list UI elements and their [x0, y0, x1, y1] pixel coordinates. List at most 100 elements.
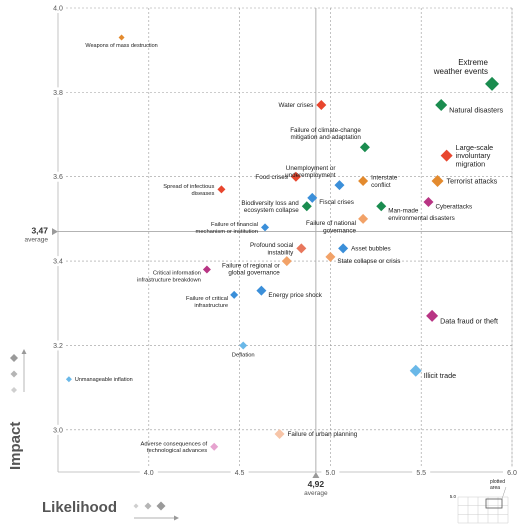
data-point-label-line: Failure of critical	[186, 296, 228, 302]
x-tick-label: 5.0	[326, 470, 336, 477]
data-point-marker	[338, 243, 349, 254]
axis-titles: Impact Likelihood	[7, 349, 179, 521]
data-point-label-line: ecosystem collapse	[244, 207, 299, 214]
data-point-label-line: conflict	[371, 182, 391, 189]
data-point-label: Interstate conflict	[371, 175, 398, 189]
x-average-label: average	[304, 490, 328, 497]
data-point-label-line: Failure of financial	[211, 222, 258, 228]
data-point-label-line: involuntary	[456, 151, 491, 160]
data-point-label-line: Failure of regional or	[222, 262, 280, 269]
data-point-label-line: Failure of urban planning	[288, 431, 358, 438]
data-point-marker	[431, 174, 444, 187]
y-axis-title: Impact	[7, 422, 24, 470]
data-point-label: Extreme weather events	[433, 58, 489, 76]
data-point-marker	[230, 290, 239, 299]
data-point-label-line: global governance	[228, 270, 280, 277]
data-point-label-line: infrastructure	[194, 303, 228, 309]
data-point-label-line: Asset bubbles	[351, 246, 391, 253]
data-point-label-line: migration	[456, 159, 486, 168]
y-tick-label: 3.6	[53, 174, 63, 181]
data-point-marker	[426, 309, 439, 322]
impact-legend-diamond	[10, 370, 18, 378]
data-point-label: Spread of infectious diseases	[163, 184, 214, 197]
data-point-label-line: Cyberattacks	[435, 203, 472, 210]
data-point-label-line: Critical information	[153, 271, 201, 277]
data-point-marker	[202, 265, 211, 274]
data-point-label: State collapse or crisis	[337, 258, 400, 265]
y-tick-label: 3.0	[53, 427, 63, 434]
data-point-label-line: Man-made	[388, 208, 419, 215]
y-average-label: average	[25, 237, 49, 244]
x-tick-bg	[503, 467, 521, 477]
data-point-label-line: underemployment	[285, 172, 336, 179]
data-point-marker	[409, 364, 422, 377]
data-point-marker	[325, 251, 336, 262]
inset-pointer	[501, 486, 507, 500]
data-point-marker	[296, 243, 307, 254]
data-point-label: Deflation	[232, 352, 255, 358]
data-point-label-line: Terrorist attacks	[447, 176, 498, 185]
data-point-marker	[65, 376, 72, 383]
data-point-marker	[210, 442, 219, 451]
data-point-label-line: technological advances	[147, 448, 207, 454]
data-point-label-line: Biodiversity loss and	[241, 200, 299, 207]
data-point-label-line: Large-scale	[456, 143, 494, 152]
data-point-marker	[307, 192, 318, 203]
data-point-marker	[118, 34, 125, 41]
x-tick-label: 4.0	[144, 470, 154, 477]
data-point-label: Unemployment or underemployment	[285, 165, 336, 179]
data-point-marker	[316, 100, 327, 111]
data-point-label: Failure of regional or global governance	[222, 262, 280, 276]
data-point-label: Failure of critical infrastructure	[186, 296, 228, 309]
likelihood-legend-diamond	[144, 502, 152, 510]
data-point-label: Terrorist attacks	[447, 176, 498, 185]
data-point-label: Large-scale involuntary migration	[456, 143, 494, 168]
data-point-label-line: diseases	[192, 191, 215, 197]
data-point-label: Data fraud or theft	[440, 316, 498, 325]
data-point-label: Failure of financial mechanism or institu…	[196, 222, 259, 235]
data-point-label-line: Illicit trade	[424, 371, 456, 380]
data-point-marker	[358, 213, 369, 224]
y-average-value: 3,47	[31, 226, 48, 236]
y-tick-label: 3.8	[53, 90, 63, 97]
x-tick-label: 4.5	[235, 470, 245, 477]
data-point-label: Fiscal crises	[319, 199, 354, 206]
data-point-label: Failure of urban planning	[288, 431, 358, 438]
x-tick-bg	[230, 467, 249, 477]
x-average-marker	[312, 472, 320, 478]
data-point-marker	[217, 185, 226, 194]
data-point-label: Failure of national governance	[306, 220, 357, 234]
y-tick-label: 4.0	[53, 6, 63, 13]
data-point-label-line: Deflation	[232, 352, 255, 358]
x-tick-bg	[412, 467, 431, 477]
data-point-marker	[274, 429, 285, 440]
data-point-marker	[290, 171, 301, 182]
data-point-label: Profound social instability	[250, 242, 294, 256]
y-tick-label: 3.2	[53, 343, 63, 350]
data-point-label: Food crises	[255, 174, 288, 181]
y-tick-bg	[50, 171, 66, 182]
y-tick-bg	[50, 340, 66, 351]
inset-label-line: plotted	[490, 479, 505, 485]
data-point-label: Energy price shock	[268, 292, 322, 299]
likelihood-legend-diamond	[133, 503, 139, 509]
data-point-label: Adverse consequences of technological adv…	[140, 441, 207, 454]
data-point-label-line: Adverse consequences of	[140, 441, 207, 447]
data-point-label-line: Natural disasters	[449, 105, 503, 114]
data-point-label-line: weather events	[433, 67, 488, 76]
data-point-label: Critical information infrastructure break…	[137, 271, 201, 284]
chart-grid	[57, 7, 513, 473]
data-point-marker	[334, 180, 345, 191]
data-point-label-line: governance	[323, 227, 356, 234]
y-tick-bg	[50, 87, 66, 98]
likelihood-arrow-head	[174, 515, 179, 521]
data-points: Weapons of mass destruction Extreme weathe…	[65, 34, 504, 454]
data-point-label-line: instability	[267, 249, 294, 256]
data-point-label: Asset bubbles	[351, 246, 391, 253]
data-point-label: Natural disasters	[449, 105, 503, 114]
data-point-label-line: Data fraud or theft	[440, 316, 498, 325]
data-point-label-line: Fiscal crises	[319, 199, 354, 206]
data-point-label: Weapons of mass destruction	[85, 43, 157, 49]
x-tick-bg	[139, 467, 158, 477]
